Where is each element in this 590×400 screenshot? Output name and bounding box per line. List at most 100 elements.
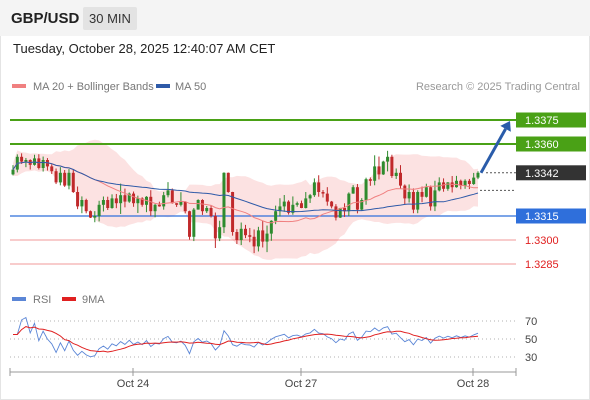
candle-body [119, 195, 123, 204]
candle-body [170, 190, 174, 204]
candle-body [463, 180, 467, 186]
candle-body [123, 195, 127, 202]
candle-body [411, 192, 415, 210]
candle-body [37, 158, 41, 168]
candle-body [338, 208, 342, 218]
candle-body [80, 200, 84, 207]
candle-body [278, 206, 282, 212]
candle-body [308, 195, 312, 199]
bollinger-band-layer [13, 139, 478, 260]
candle-body [157, 204, 161, 207]
candle-body [239, 228, 243, 240]
candle-body [20, 156, 24, 162]
candle-body [274, 211, 278, 221]
candle-body [351, 187, 355, 194]
legend-label-ma20: MA 20 + Bollinger Bands [33, 81, 154, 93]
candle-body [261, 230, 265, 242]
candle-body [394, 172, 398, 176]
candle-body [472, 177, 476, 184]
rsi-tick-70: 70 [525, 316, 537, 328]
candle-body [334, 206, 338, 218]
candle-body [325, 193, 329, 202]
candle-body [330, 201, 334, 207]
candle-body [93, 216, 97, 218]
candle-body [256, 230, 260, 247]
legend-label-rsi: RSI [33, 294, 51, 306]
level-tag-1.3360 [516, 136, 586, 152]
legend-swatch-ma20 [12, 84, 26, 88]
candle-body [140, 198, 144, 205]
candle-body [347, 193, 351, 212]
candle-body [459, 180, 463, 186]
level-label-1.3375: 1.3375 [525, 115, 559, 127]
level-tag-1.3315 [516, 208, 586, 224]
timeframe-badge[interactable]: 30 MIN [83, 7, 137, 30]
candle-body [218, 227, 222, 239]
candle-body [153, 204, 157, 212]
rsi-tick-50: 50 [525, 334, 537, 346]
candle-body [58, 172, 62, 183]
legend-label-ma50: MA 50 [175, 81, 206, 93]
candle-body [386, 156, 390, 162]
rsi-tick-30: 30 [525, 352, 537, 364]
candle-body [291, 204, 295, 213]
candle-body [248, 235, 252, 237]
candle-body [127, 193, 131, 202]
candle-body [200, 200, 204, 212]
candle-body [381, 161, 385, 175]
x-tick-label: Oct 27 [285, 378, 317, 390]
candle-body [41, 160, 45, 168]
candle-body [252, 236, 256, 247]
candle-body [71, 172, 75, 192]
symbol-title: GBP/USD [11, 10, 80, 27]
forecast-arrow-shaft [479, 128, 507, 174]
candle-body [399, 172, 402, 186]
candle-body [166, 190, 170, 196]
legend-swatch-rsi [12, 297, 26, 301]
candle-body [321, 192, 325, 194]
candle-body [343, 208, 347, 212]
candle-body [226, 172, 230, 192]
candle-body [429, 187, 433, 207]
candle-body [355, 187, 359, 210]
rsi-line [13, 316, 479, 358]
candle-body [209, 208, 213, 216]
candle-body [312, 182, 316, 196]
timestamp: Tuesday, October 28, 2025 12:40:07 AM CE… [13, 41, 276, 56]
candle-body [106, 200, 110, 208]
copyright-text: Research © 2025 Trading Central [416, 81, 580, 93]
candle-body [377, 166, 381, 175]
candle-body [317, 182, 321, 192]
candle-body [360, 200, 364, 210]
candle-body [205, 208, 209, 212]
candle-body [420, 192, 424, 197]
candle-body [467, 180, 471, 184]
candle-body [222, 172, 226, 228]
candle-body [110, 198, 114, 208]
candle-body [50, 166, 54, 172]
candle-body [416, 192, 420, 210]
candle-body [304, 198, 308, 208]
level-tag-1.3375 [516, 112, 586, 128]
legend-swatch-ma50 [156, 84, 170, 88]
candle-body [265, 233, 269, 242]
candle-body [179, 201, 183, 205]
candle-body [54, 171, 58, 183]
candle-body [295, 203, 299, 205]
candle-body [11, 169, 15, 175]
candle-body [196, 200, 200, 210]
candle-body [97, 204, 101, 216]
candle-body [282, 201, 286, 207]
candle-body [244, 228, 247, 236]
level-label-layer: 1.3375 1.3360 1.3342 1.3315 1.3300 1.3285 [516, 112, 586, 271]
level-label-1.3300: 1.3300 [525, 235, 559, 247]
candle-body [424, 187, 428, 197]
candle-body [132, 193, 136, 204]
x-tick-label: Oct 28 [457, 378, 489, 390]
candle-body [269, 220, 273, 234]
chart-header: GBP/USD 30 MIN [0, 0, 590, 36]
bollinger-band [13, 139, 478, 260]
candle-body [235, 232, 239, 240]
level-label-1.3285: 1.3285 [525, 259, 559, 271]
candle-body [63, 172, 67, 186]
